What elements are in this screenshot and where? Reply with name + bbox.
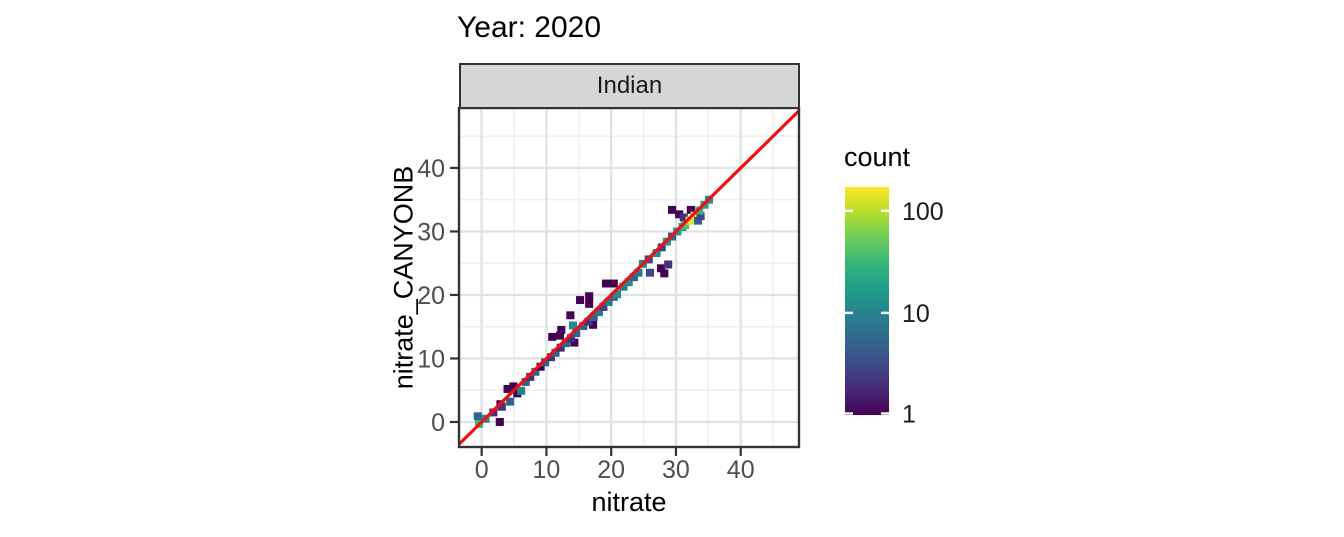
bin-cell bbox=[568, 321, 578, 330]
bin-cell bbox=[509, 382, 518, 391]
x-tick-label: 30 bbox=[662, 456, 690, 484]
legend-tick-label: 10 bbox=[902, 300, 930, 328]
x-tick-label: 20 bbox=[597, 456, 625, 484]
bin-cell bbox=[589, 320, 598, 329]
bin-cell bbox=[604, 297, 613, 306]
y-axis-title: nitrate_CANYONB bbox=[388, 165, 419, 390]
bin-cell bbox=[572, 329, 581, 338]
bin-cell bbox=[693, 216, 703, 225]
bin-cell bbox=[660, 269, 669, 278]
panel-plot-area bbox=[459, 108, 799, 447]
legend-title: count bbox=[844, 142, 911, 172]
bin-cell bbox=[690, 211, 699, 220]
bin-cell bbox=[601, 279, 611, 288]
bin-cell bbox=[551, 348, 560, 357]
bin-cell bbox=[686, 205, 695, 214]
facet-strip: Indian bbox=[459, 63, 800, 109]
bin-cell bbox=[612, 290, 622, 299]
bin-cell bbox=[589, 313, 598, 322]
bin-cell bbox=[696, 212, 705, 221]
bin-cell bbox=[584, 317, 593, 326]
bin-cell bbox=[506, 397, 515, 406]
bin-cell bbox=[624, 278, 633, 287]
bin-cell bbox=[521, 377, 530, 386]
legend-tick-label: 1 bbox=[902, 401, 916, 429]
bin-cell bbox=[594, 308, 603, 317]
facet-strip-label: Indian bbox=[596, 72, 663, 99]
bin-cell bbox=[680, 221, 690, 230]
bin-cell bbox=[634, 268, 643, 277]
bin-cell bbox=[536, 362, 545, 371]
bin-cell bbox=[576, 296, 585, 305]
bin-cell bbox=[497, 402, 506, 411]
x-tick-label: 40 bbox=[727, 456, 755, 484]
bin-cell bbox=[619, 282, 628, 291]
bin-cell bbox=[585, 299, 594, 308]
bin-cell bbox=[557, 325, 566, 334]
legend-colorbar bbox=[845, 187, 889, 415]
bin-cell bbox=[561, 339, 570, 348]
bin-cell bbox=[668, 205, 677, 214]
bin-cell bbox=[570, 338, 579, 347]
bin-cell bbox=[548, 332, 557, 341]
y-tick-label: 0 bbox=[431, 409, 445, 437]
bin-cell bbox=[599, 303, 608, 311]
bin-cell bbox=[541, 358, 550, 367]
bin-cell bbox=[495, 418, 504, 426]
bin-cell bbox=[579, 322, 588, 331]
bin-cell bbox=[546, 353, 556, 362]
x-axis-title: nitrate bbox=[591, 487, 667, 517]
bin-cell bbox=[629, 273, 638, 282]
y-tick-label: 40 bbox=[417, 155, 445, 183]
y-tick-label: 30 bbox=[417, 218, 445, 246]
bin-cell bbox=[566, 311, 575, 320]
bin-cell bbox=[503, 384, 512, 393]
bin-cell bbox=[585, 292, 594, 301]
x-tick-label: 0 bbox=[475, 456, 489, 484]
bin-cell bbox=[566, 334, 576, 343]
bin-cell bbox=[556, 343, 565, 352]
bin-cell bbox=[685, 216, 694, 225]
bin-cell bbox=[526, 372, 535, 381]
bin-cell bbox=[473, 412, 482, 421]
bin-cell bbox=[657, 264, 666, 273]
bin-cell bbox=[555, 331, 565, 340]
identity-reference-line bbox=[459, 108, 799, 447]
bin-cell bbox=[675, 210, 684, 219]
bin-cell bbox=[531, 367, 540, 376]
y-tick-label: 10 bbox=[417, 345, 445, 373]
y-tick-label: 20 bbox=[417, 282, 445, 310]
bin-cell bbox=[664, 260, 673, 269]
bin-cell bbox=[652, 249, 661, 258]
bin-cell bbox=[609, 279, 618, 288]
x-tick-label: 10 bbox=[533, 456, 561, 484]
bin-cell bbox=[679, 213, 688, 222]
bin-cell bbox=[646, 268, 655, 277]
plot-title: Year: 2020 bbox=[457, 11, 602, 44]
bin-cell bbox=[517, 386, 526, 395]
legend-tick-label: 100 bbox=[902, 198, 944, 226]
